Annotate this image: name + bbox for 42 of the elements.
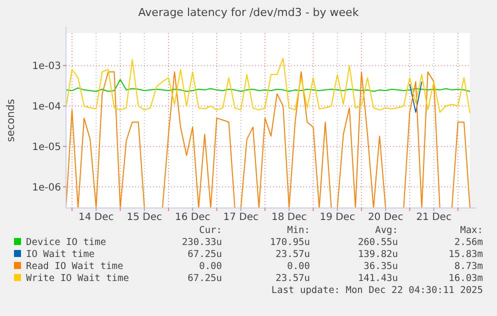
text: Cur: xyxy=(199,225,222,236)
line-series xyxy=(66,79,470,92)
legend-label: Read IO Wait time xyxy=(26,261,124,272)
legend-label: Write IO Wait time xyxy=(26,273,130,284)
text: 0.00 xyxy=(287,261,310,272)
text: 260.55u xyxy=(358,237,398,248)
text: 36.35u xyxy=(364,261,398,272)
x-tick-label: 14 Dec xyxy=(78,212,114,223)
y-tick-label: 1e-06 xyxy=(32,182,61,194)
y-axis-title: seconds xyxy=(5,99,17,142)
text: Last update: Mon Dec 22 04:30:11 2025 xyxy=(271,285,483,296)
text: 67.25u xyxy=(188,249,222,260)
x-tick-label: 17 Dec xyxy=(223,212,258,223)
text: 2.56m xyxy=(454,237,484,248)
text: 23.57u xyxy=(276,273,310,284)
x-tick-label: 20 Dec xyxy=(368,212,404,223)
x-tick-label: 19 Dec xyxy=(320,212,355,223)
x-tick-label: 18 Dec xyxy=(271,212,307,223)
text: Max: xyxy=(460,225,483,236)
line-series xyxy=(66,58,470,114)
x-tick-label: 16 Dec xyxy=(174,212,210,223)
text: 8.73m xyxy=(454,261,484,272)
x-tick-label: 15 Dec xyxy=(126,212,162,223)
line-series xyxy=(66,71,470,208)
x-tick-label: 21 Dec xyxy=(416,212,452,223)
y-tick-label: 1e-04 xyxy=(32,102,61,113)
legend-label: Device IO time xyxy=(26,237,106,248)
text: 23.57u xyxy=(276,249,310,260)
text: 15.83m xyxy=(448,249,484,260)
y-tick-label: 1e-03 xyxy=(32,61,61,72)
y-tick-label: 1e-05 xyxy=(32,142,61,153)
text: 139.82u xyxy=(358,249,398,260)
legend-label: IO Wait time xyxy=(26,249,95,260)
text: Avg: xyxy=(375,225,398,236)
text: Min: xyxy=(287,225,310,236)
text: 0.00 xyxy=(199,261,222,272)
text: 230.33u xyxy=(182,237,222,248)
chart-title: Average latency for /dev/md3 - by week xyxy=(138,6,360,19)
text: 16.03m xyxy=(448,273,484,284)
text: 67.25u xyxy=(188,273,222,284)
text: 141.43u xyxy=(358,273,398,284)
text: 170.95u xyxy=(270,237,310,248)
